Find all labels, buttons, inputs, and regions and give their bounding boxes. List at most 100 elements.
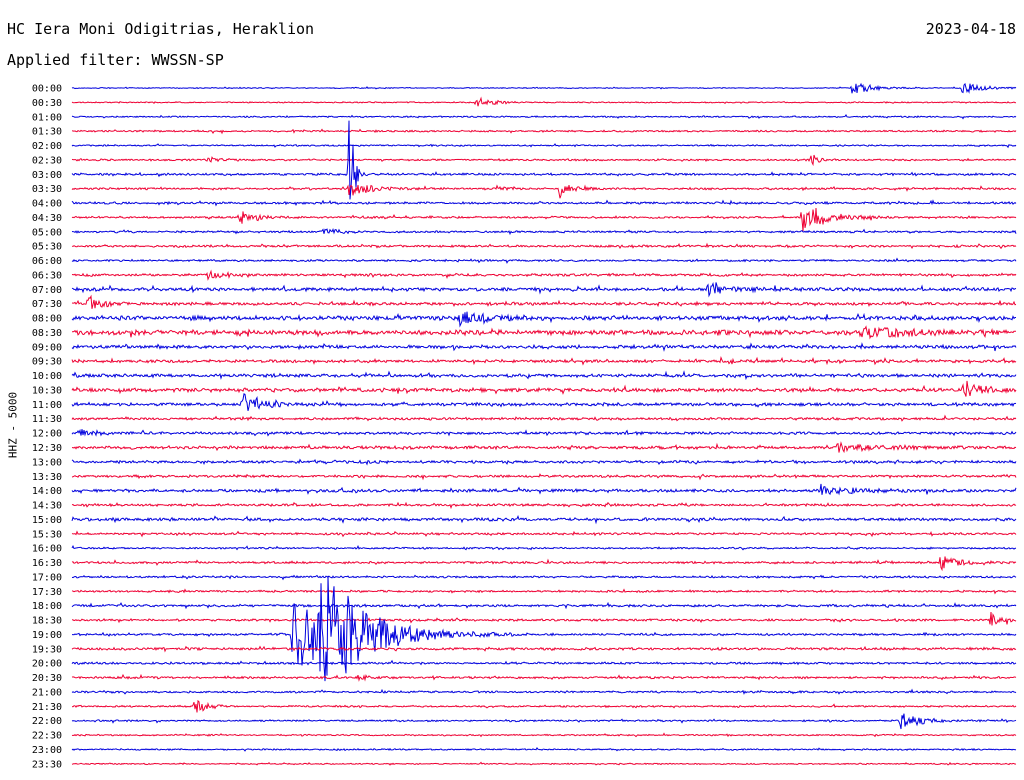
seismic-trace-2130 — [71, 699, 1017, 713]
time-label: 01:00 — [32, 112, 62, 123]
time-label: 14:30 — [32, 501, 62, 512]
time-label: 11:00 — [32, 400, 62, 411]
time-label: 19:00 — [32, 630, 62, 641]
seismic-trace-0830 — [71, 325, 1017, 340]
seismic-trace-1330 — [71, 473, 1017, 481]
time-label: 13:00 — [32, 457, 62, 468]
time-label: 13:30 — [32, 472, 62, 483]
time-label: 20:30 — [32, 673, 62, 684]
time-label: 22:00 — [32, 716, 62, 727]
seismic-trace-0530 — [71, 242, 1017, 250]
seismic-trace-1900 — [71, 575, 1017, 682]
time-label: 04:00 — [32, 199, 62, 210]
seismic-trace-0200 — [71, 143, 1017, 149]
seismic-trace-0230 — [71, 154, 1017, 167]
time-label: 18:30 — [32, 616, 62, 627]
seismic-trace-0400 — [71, 199, 1017, 207]
time-label: 07:30 — [32, 299, 62, 310]
seismic-trace-0900 — [71, 342, 1017, 352]
seismic-trace-2230 — [71, 732, 1017, 738]
time-label: 16:30 — [32, 558, 62, 569]
time-label: 11:30 — [32, 414, 62, 425]
time-label: 00:30 — [32, 98, 62, 109]
seismic-trace-0800 — [71, 311, 1017, 328]
seismic-trace-1430 — [71, 501, 1017, 510]
seismic-trace-1830 — [71, 611, 1017, 626]
seismic-trace-1600 — [71, 544, 1017, 551]
time-label: 10:30 — [32, 385, 62, 396]
time-label: 02:00 — [32, 141, 62, 152]
time-label: 23:30 — [32, 759, 62, 770]
time-label: 03:30 — [32, 184, 62, 195]
time-label: 21:00 — [32, 687, 62, 698]
time-label: 16:00 — [32, 544, 62, 555]
time-label: 06:00 — [32, 256, 62, 267]
seismic-trace-0130 — [71, 128, 1017, 135]
seismic-trace-0600 — [71, 257, 1017, 264]
seismic-trace-1730 — [71, 588, 1017, 595]
seismic-trace-0100 — [71, 114, 1017, 120]
seismic-trace-1530 — [71, 530, 1017, 538]
seismic-trace-1100 — [71, 393, 1017, 411]
seismic-trace-0700 — [71, 281, 1017, 298]
seismic-trace-0630 — [71, 269, 1017, 281]
time-label: 21:30 — [32, 702, 62, 713]
time-label: 12:30 — [32, 443, 62, 454]
seismic-trace-2330 — [71, 761, 1017, 766]
time-label: 02:30 — [32, 155, 62, 166]
time-label: 15:30 — [32, 529, 62, 540]
time-label: 10:00 — [32, 371, 62, 382]
time-label: 08:30 — [32, 328, 62, 339]
time-label: 03:00 — [32, 170, 62, 181]
time-label: 05:00 — [32, 227, 62, 238]
seismic-trace-0500 — [71, 227, 1017, 236]
time-label: 08:00 — [32, 314, 62, 325]
seismic-trace-1630 — [71, 556, 1017, 572]
seismic-trace-0300 — [71, 120, 1017, 200]
seismic-trace-1030 — [71, 380, 1017, 397]
seismic-trace-1700 — [71, 574, 1017, 581]
seismic-trace-1230 — [71, 441, 1017, 454]
time-label: 22:30 — [32, 731, 62, 742]
time-label: 12:00 — [32, 429, 62, 440]
seismic-trace-0430 — [71, 207, 1017, 232]
seismic-trace-1130 — [71, 414, 1017, 422]
seismic-trace-1930 — [71, 645, 1017, 653]
seismic-trace-0730 — [71, 294, 1017, 309]
time-label: 14:00 — [32, 486, 62, 497]
time-label: 15:00 — [32, 515, 62, 526]
time-label: 00:00 — [32, 84, 62, 95]
seismic-trace-1400 — [71, 483, 1017, 496]
station-title: HC Iera Moni Odigitrias, Heraklion — [7, 20, 315, 38]
seismic-trace-2000 — [71, 659, 1017, 666]
time-label: 18:00 — [32, 601, 62, 612]
seismic-trace-1300 — [71, 458, 1017, 466]
time-label: 06:30 — [32, 270, 62, 281]
seismic-trace-1200 — [71, 428, 1017, 437]
time-label: 17:30 — [32, 587, 62, 598]
seismic-trace-0030 — [71, 96, 1017, 107]
seismic-trace-1800 — [71, 601, 1017, 610]
time-label: 05:30 — [32, 242, 62, 253]
time-label: 20:00 — [32, 659, 62, 670]
time-label: 07:00 — [32, 285, 62, 296]
time-label: 01:30 — [32, 127, 62, 138]
time-label: 19:30 — [32, 644, 62, 655]
time-label: 09:30 — [32, 357, 62, 368]
seismic-trace-2100 — [71, 688, 1017, 695]
seismic-trace-0930 — [71, 356, 1017, 366]
seismic-trace-1000 — [71, 370, 1017, 381]
seismic-trace-2300 — [71, 747, 1017, 752]
seismic-trace-0330 — [71, 184, 1017, 199]
filter-label: Applied filter: WWSSN-SP — [7, 51, 224, 69]
time-label: 04:30 — [32, 213, 62, 224]
seismic-trace-1500 — [71, 514, 1017, 525]
seismic-trace-2030 — [71, 673, 1017, 682]
seismic-trace-2200 — [71, 713, 1017, 730]
seismic-trace-0000 — [71, 82, 1017, 94]
time-label: 23:00 — [32, 745, 62, 756]
time-label: 09:00 — [32, 342, 62, 353]
time-label: 17:00 — [32, 572, 62, 583]
helicorder-date: 2023-04-18 — [925, 20, 1016, 38]
